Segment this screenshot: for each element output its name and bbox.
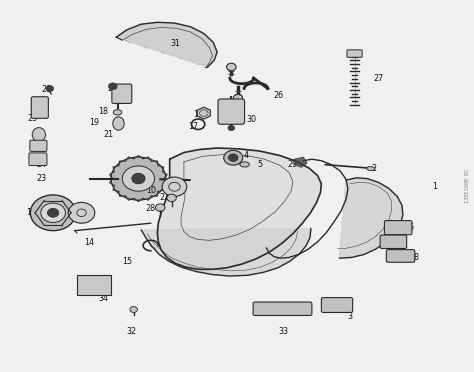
Text: 33: 33: [278, 327, 289, 336]
Text: 9: 9: [129, 171, 134, 180]
Text: 18: 18: [98, 107, 109, 116]
Text: 19: 19: [36, 144, 47, 153]
Circle shape: [41, 203, 65, 222]
Circle shape: [228, 125, 235, 131]
Text: 20: 20: [108, 84, 118, 93]
Text: 4: 4: [244, 151, 249, 160]
FancyBboxPatch shape: [386, 250, 415, 262]
Text: 31: 31: [170, 39, 181, 48]
Circle shape: [130, 307, 137, 312]
FancyBboxPatch shape: [218, 99, 245, 124]
Text: 13: 13: [55, 222, 66, 231]
FancyBboxPatch shape: [31, 97, 48, 118]
Ellipse shape: [113, 110, 122, 115]
FancyBboxPatch shape: [253, 302, 312, 315]
Text: 23: 23: [36, 174, 47, 183]
FancyBboxPatch shape: [29, 153, 47, 166]
Circle shape: [167, 194, 176, 202]
Text: 5: 5: [257, 160, 262, 169]
FancyBboxPatch shape: [112, 84, 132, 103]
Circle shape: [228, 154, 238, 161]
Ellipse shape: [32, 128, 46, 142]
FancyBboxPatch shape: [321, 298, 353, 312]
Text: 7: 7: [400, 238, 404, 247]
Polygon shape: [157, 148, 321, 269]
Text: 10: 10: [146, 186, 156, 195]
Text: 15: 15: [122, 257, 132, 266]
Circle shape: [227, 63, 236, 71]
Text: 20: 20: [41, 85, 52, 94]
Circle shape: [155, 204, 165, 211]
Text: 28: 28: [146, 204, 156, 213]
Text: 11,12: 11,12: [26, 208, 48, 217]
Circle shape: [162, 177, 187, 196]
Text: 27: 27: [373, 74, 383, 83]
Text: 26: 26: [273, 92, 284, 100]
FancyBboxPatch shape: [347, 50, 362, 57]
Ellipse shape: [113, 117, 124, 130]
Ellipse shape: [240, 162, 249, 167]
Polygon shape: [339, 178, 403, 258]
Text: 6: 6: [409, 223, 414, 232]
Polygon shape: [116, 22, 217, 67]
Circle shape: [68, 202, 95, 223]
FancyBboxPatch shape: [30, 140, 47, 151]
Text: 32: 32: [127, 327, 137, 336]
Bar: [77, 275, 111, 295]
Text: 25: 25: [27, 114, 37, 123]
Text: 1: 1: [433, 182, 438, 191]
Text: 29: 29: [288, 160, 298, 169]
Text: 30: 30: [246, 115, 256, 124]
Text: 19: 19: [89, 118, 99, 126]
FancyBboxPatch shape: [380, 235, 407, 248]
Text: 13BE108B BC: 13BE108B BC: [465, 169, 470, 203]
Text: 14: 14: [84, 238, 94, 247]
Text: 3: 3: [347, 312, 352, 321]
Text: 34: 34: [98, 294, 109, 303]
FancyBboxPatch shape: [384, 221, 412, 235]
Circle shape: [111, 157, 166, 200]
Polygon shape: [294, 157, 307, 167]
Text: 24: 24: [36, 160, 47, 169]
Circle shape: [109, 83, 117, 90]
Text: 16: 16: [193, 110, 203, 119]
Circle shape: [132, 173, 145, 184]
Text: 2: 2: [371, 164, 376, 173]
Text: 22: 22: [160, 193, 170, 202]
Text: 21: 21: [103, 130, 113, 139]
Text: 8: 8: [414, 253, 419, 262]
Circle shape: [30, 195, 76, 231]
Circle shape: [47, 208, 59, 217]
Polygon shape: [141, 228, 311, 276]
Circle shape: [224, 150, 243, 165]
Circle shape: [122, 166, 155, 191]
Text: 17: 17: [188, 122, 199, 131]
Ellipse shape: [366, 167, 375, 170]
Circle shape: [233, 94, 243, 102]
Circle shape: [46, 86, 54, 92]
